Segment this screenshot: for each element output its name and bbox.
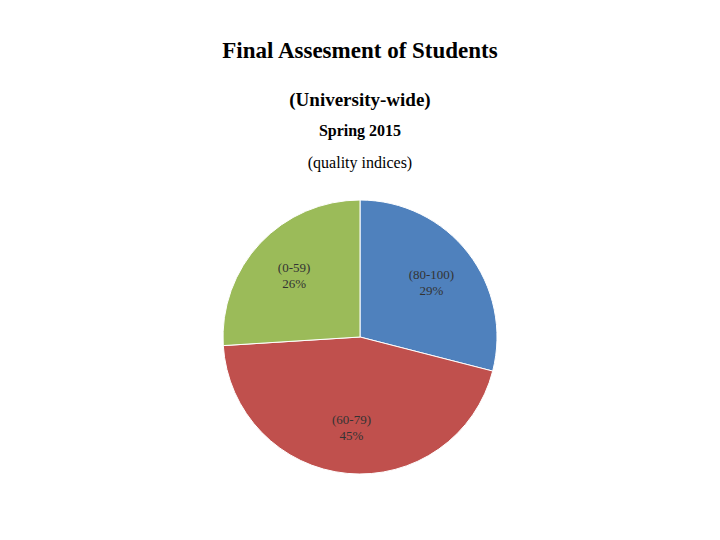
subtitle: Spring 2015 xyxy=(319,122,401,140)
pie xyxy=(223,200,497,474)
slice-value-label: 26% xyxy=(282,276,306,291)
slice-category-label: (60-79) xyxy=(332,412,371,427)
background xyxy=(0,0,720,540)
slice-category-label: (0-59) xyxy=(278,260,311,275)
subtitle: (quality indices) xyxy=(308,154,412,172)
pie-slice xyxy=(223,337,492,474)
slice-value-label: 29% xyxy=(420,283,444,298)
subtitle: (University-wide) xyxy=(289,89,430,111)
slice-category-label: (80-100) xyxy=(409,267,455,282)
slice-value-label: 45% xyxy=(340,428,364,443)
pie-slice xyxy=(223,200,360,346)
chart-root: Final Assesment of Students (University-w… xyxy=(0,0,720,540)
chart: Final Assesment of Students (University-w… xyxy=(0,0,720,540)
data-labels: (80-100)29% (60-79)45% (0-59)26% xyxy=(278,260,454,443)
title: Final Assesment of Students xyxy=(222,38,497,63)
